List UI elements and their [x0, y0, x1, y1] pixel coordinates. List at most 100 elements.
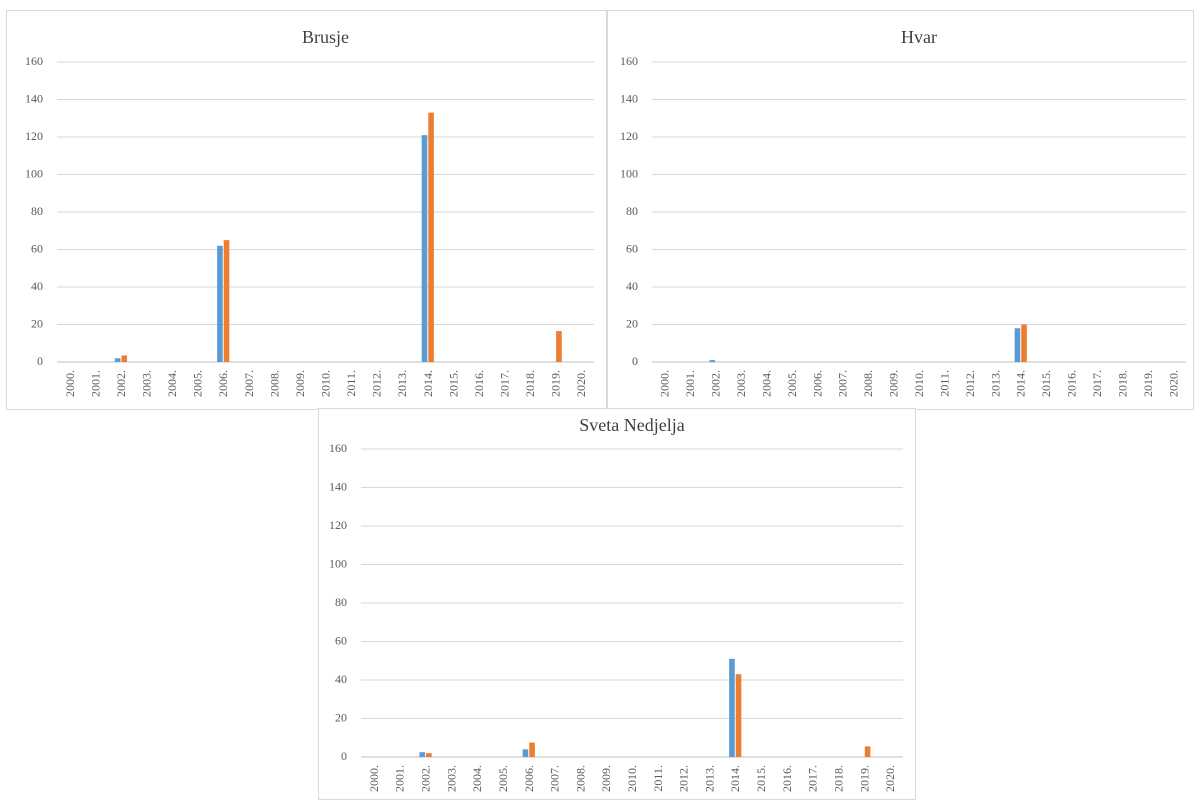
y-tick-label: 100 [25, 166, 43, 180]
bar-series-2-2019 [556, 331, 562, 362]
y-tick-label: 40 [335, 672, 347, 686]
bar-series-2-2006 [223, 240, 230, 362]
x-tick-label: 2010. [912, 370, 926, 397]
x-tick-label: 2012. [370, 370, 384, 397]
y-tick-label: 140 [620, 91, 638, 105]
x-tick-label: 2000. [367, 765, 381, 792]
y-tick-label: 20 [335, 710, 347, 724]
x-tick-label: 2005. [785, 370, 799, 397]
x-tick-label: 2002. [419, 765, 433, 792]
chart-svg-hvar: Hvar 0 20 40 60 80 100 120 140 160 2000. 2001. 2002.… [620, 27, 1186, 397]
x-tick-label: 2018. [1115, 370, 1129, 397]
y-tick-label: 60 [335, 633, 347, 647]
y-tick-label: 120 [329, 518, 347, 532]
x-tick-label: 2020. [574, 370, 588, 397]
x-tick-label: 2012. [963, 370, 977, 397]
bar-series-2-2006 [529, 742, 535, 757]
chart-svg-sveta-nedjelja: Sveta Nedjelja 0 20 40 60 80 100 120 140 160 2000.… [329, 415, 903, 792]
x-tick-label: 2003. [140, 370, 154, 397]
y-tick-label: 60 [626, 241, 638, 255]
bar-series-2-2014 [428, 112, 434, 362]
x-tick-label: 2006. [522, 765, 536, 792]
chart-svg-brusje: Brusje 0 20 40 60 80 100 120 140 160 2000. 2001. 200… [25, 27, 594, 397]
x-tick-label: 2007. [242, 370, 256, 397]
x-tick-label: 2018. [831, 765, 845, 792]
bar-series-1-2014 [729, 658, 735, 757]
x-tick-label: 2019. [857, 765, 871, 792]
bar-series-2-2019 [864, 746, 871, 757]
x-tick-label: 2008. [861, 370, 875, 397]
y-tick-label: 20 [31, 316, 43, 330]
x-tick-label: 2016. [780, 765, 794, 792]
y-tick-label: 80 [31, 204, 43, 218]
x-tick-label: 2009. [599, 765, 613, 792]
y-tick-label: 160 [620, 54, 638, 68]
chart-title: Sveta Nedjelja [579, 415, 684, 435]
x-tick-label: 2010. [625, 765, 639, 792]
x-tick-label: 2019. [549, 370, 563, 397]
x-tick-label: 2003. [734, 370, 748, 397]
x-tick-label: 2002. [709, 370, 723, 397]
x-tick-label: 2017. [498, 370, 512, 397]
x-tick-label: 2006. [216, 370, 230, 397]
x-tick-label: 2017. [1090, 370, 1104, 397]
x-tick-label: 2008. [267, 370, 281, 397]
x-tick-label: 2014. [421, 370, 435, 397]
x-tick-label: 2018. [523, 370, 537, 397]
y-tick-label: 40 [626, 279, 638, 293]
x-tick-label: 2015. [1039, 370, 1053, 397]
bar-series-1-2002 [419, 752, 426, 757]
y-tick-label: 20 [626, 316, 638, 330]
x-tick-label: 2015. [446, 370, 460, 397]
bar-series-1-2014 [421, 135, 428, 362]
y-tick-label: 160 [329, 441, 347, 455]
chart-panel-hvar: Hvar 0 20 40 60 80 100 120 140 160 2000. 2001. 2002.… [607, 10, 1194, 410]
x-tick-label: 2013. [395, 370, 409, 397]
x-tick-label: 2015. [754, 765, 768, 792]
x-tick-label: 2004. [470, 765, 484, 792]
x-tick-label: 2004. [759, 370, 773, 397]
x-tick-label: 2013. [702, 765, 716, 792]
y-tick-label: 120 [620, 129, 638, 143]
bar-series-2-2014 [735, 674, 742, 757]
x-tick-label: 2020. [883, 765, 897, 792]
y-tick-label: 0 [341, 749, 347, 763]
x-tick-label: 2017. [806, 765, 820, 792]
x-tick-label: 2008. [573, 765, 587, 792]
x-tick-label: 2001. [88, 370, 102, 397]
y-tick-label: 80 [335, 595, 347, 609]
bar-series-1-2006 [522, 749, 529, 757]
x-tick-label: 2001. [683, 370, 697, 397]
x-tick-label: 2011. [937, 370, 951, 397]
chart-panel-brusje: Brusje 0 20 40 60 80 100 120 140 160 2000. 2001. 200… [6, 10, 607, 410]
bar-series-1-2006 [217, 245, 223, 362]
chart-title: Brusje [302, 27, 349, 47]
x-tick-label: 2002. [114, 370, 128, 397]
x-tick-label: 2004. [165, 370, 179, 397]
x-tick-label: 2010. [319, 370, 333, 397]
x-tick-label: 2019. [1141, 370, 1155, 397]
x-tick-label: 2013. [988, 370, 1002, 397]
x-tick-label: 2000. [63, 370, 77, 397]
x-tick-label: 2020. [1166, 370, 1180, 397]
bar-series-1-2002 [114, 358, 121, 362]
y-tick-label: 60 [31, 241, 43, 255]
y-tick-label: 80 [626, 204, 638, 218]
y-tick-label: 140 [329, 479, 347, 493]
y-tick-label: 100 [329, 556, 347, 570]
y-tick-label: 140 [25, 91, 43, 105]
y-tick-label: 160 [25, 54, 43, 68]
x-tick-label: 2016. [472, 370, 486, 397]
bar-series-2-2002 [121, 355, 128, 362]
x-tick-label: 2007. [836, 370, 850, 397]
x-tick-label: 2014. [1014, 370, 1028, 397]
x-tick-label: 2009. [293, 370, 307, 397]
x-tick-label: 2005. [191, 370, 205, 397]
y-tick-label: 0 [632, 354, 638, 368]
x-tick-label: 2005. [496, 765, 510, 792]
x-tick-label: 2011. [651, 765, 665, 792]
x-tick-label: 2014. [728, 765, 742, 792]
chart-panel-sveta-nedjelja: Sveta Nedjelja 0 20 40 60 80 100 120 140 160 2000.… [318, 408, 916, 800]
x-tick-label: 2009. [887, 370, 901, 397]
bar-series-1-2002 [709, 360, 716, 362]
